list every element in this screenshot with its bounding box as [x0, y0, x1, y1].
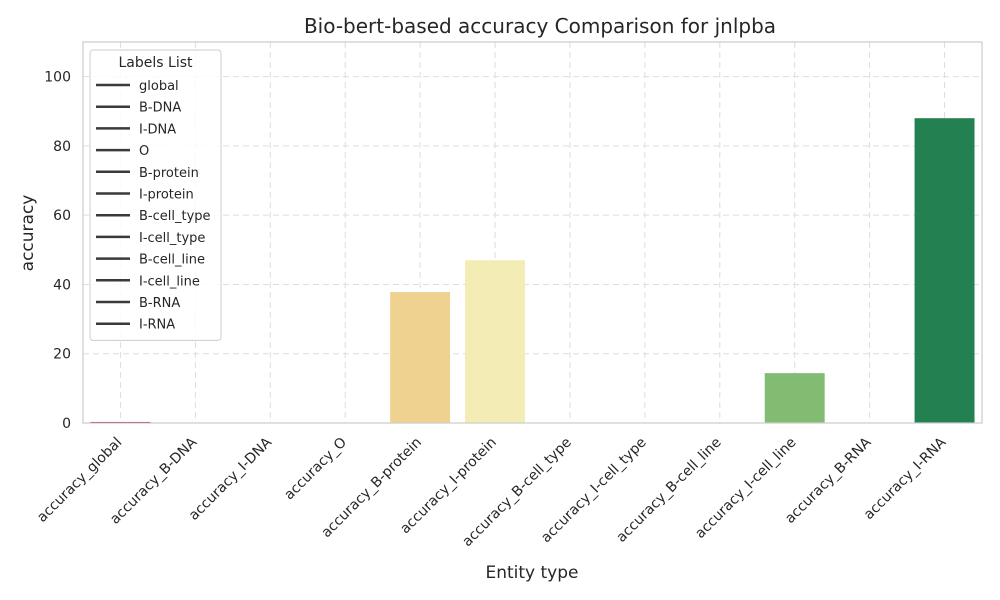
legend-entry: I-cell_type — [139, 231, 205, 246]
y-tick-label: 80 — [53, 139, 71, 155]
x-ticks: accuracy_globalaccuracy_B-DNAaccuracy_I-… — [34, 434, 950, 550]
bar — [465, 260, 526, 423]
y-axis-label: accuracy — [18, 195, 38, 272]
x-tick-label: accuracy_I-RNA — [861, 434, 950, 523]
y-tick-label: 100 — [44, 70, 71, 86]
y-ticks: 0 20 40 60 80 100 — [44, 70, 71, 432]
x-tick-label: accuracy_O — [281, 435, 350, 504]
legend-entry: B-cell_type — [139, 209, 211, 224]
legend-entry: I-cell_line — [139, 274, 200, 289]
legend-entry: B-cell_line — [139, 253, 205, 268]
y-tick-label: 0 — [62, 416, 71, 432]
legend-entry: I-protein — [139, 188, 194, 203]
legend-title: Labels List — [119, 55, 193, 71]
y-tick-label: 60 — [53, 208, 71, 224]
legend-entry: I-DNA — [139, 122, 176, 137]
y-tick-label: 40 — [53, 277, 71, 293]
y-tick-label: 20 — [53, 347, 71, 363]
x-axis-label: Entity type — [485, 563, 578, 583]
legend-entry: I-RNA — [139, 318, 175, 333]
legend: Labels List global B-DNA I-DNA O B-protein I-p… — [89, 49, 222, 341]
bar — [390, 292, 451, 423]
legend-entry: global — [139, 79, 179, 94]
legend-entry: B-RNA — [139, 296, 180, 311]
bars — [90, 118, 975, 423]
bar — [914, 118, 975, 423]
legend-entry: B-protein — [139, 166, 199, 181]
bar — [764, 373, 825, 423]
legend-box — [89, 49, 222, 341]
chart-title: Bio-bert-based accuracy Comparison for j… — [304, 14, 776, 38]
plot-frame — [82, 41, 983, 424]
legend-entry: O — [139, 144, 149, 159]
x-tick-label: accuracy_I-DNA — [186, 434, 276, 524]
legend-entry: B-DNA — [139, 101, 181, 116]
